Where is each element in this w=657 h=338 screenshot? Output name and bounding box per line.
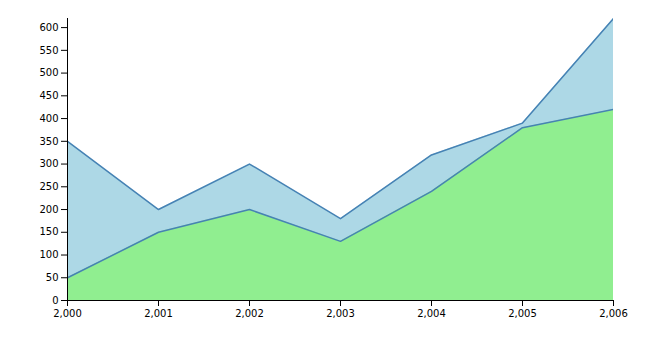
svg-text:400: 400 [39, 113, 58, 124]
svg-text:150: 150 [39, 226, 58, 237]
svg-text:500: 500 [39, 67, 58, 78]
svg-text:0: 0 [52, 295, 58, 306]
svg-text:600: 600 [39, 22, 58, 33]
svg-text:200: 200 [39, 204, 58, 215]
svg-text:2,005: 2,005 [508, 308, 537, 319]
svg-text:2,003: 2,003 [326, 308, 355, 319]
svg-text:50: 50 [46, 272, 59, 283]
svg-text:2,001: 2,001 [144, 308, 173, 319]
svg-text:300: 300 [39, 158, 58, 169]
svg-text:250: 250 [39, 181, 58, 192]
svg-text:2,002: 2,002 [235, 308, 264, 319]
svg-text:450: 450 [39, 90, 58, 101]
svg-text:350: 350 [39, 136, 58, 147]
svg-text:2,004: 2,004 [417, 308, 446, 319]
svg-text:100: 100 [39, 249, 58, 260]
svg-text:550: 550 [39, 45, 58, 56]
svg-text:2,000: 2,000 [53, 308, 82, 319]
svg-text:2,006: 2,006 [599, 308, 628, 319]
